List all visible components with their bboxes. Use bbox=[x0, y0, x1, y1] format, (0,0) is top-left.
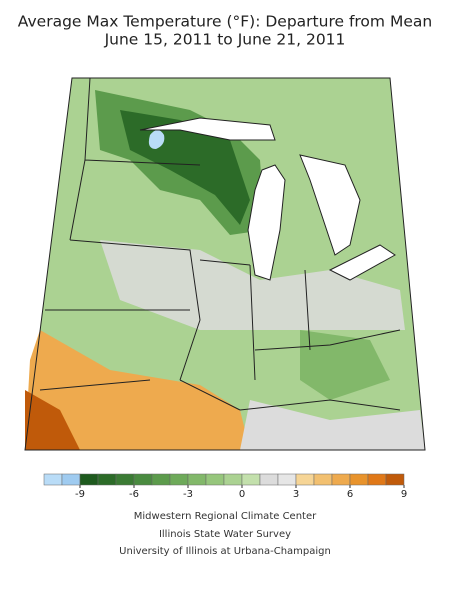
neutral-region bbox=[100, 240, 405, 330]
legend-swatch bbox=[97, 473, 117, 486]
legend-swatch bbox=[169, 473, 189, 486]
legend-swatch bbox=[79, 473, 99, 486]
credit: University of Illinois at Urbana-Champai… bbox=[119, 546, 331, 557]
neutral-region bbox=[240, 400, 425, 450]
legend-tick-label: -6 bbox=[129, 489, 139, 500]
legend-swatch bbox=[61, 473, 81, 486]
legend-swatch bbox=[259, 473, 279, 486]
lake-michigan bbox=[247, 164, 286, 281]
subtitle: June 15, 2011 to June 21, 2011 bbox=[104, 31, 346, 49]
lake-huron bbox=[299, 154, 361, 256]
legend-tick-label: 6 bbox=[347, 489, 353, 500]
lake bbox=[148, 130, 165, 149]
legend-tick-label: 9 bbox=[401, 489, 407, 500]
legend-tick-label: 3 bbox=[293, 489, 299, 500]
legend-swatch bbox=[367, 473, 387, 486]
legend-swatch bbox=[349, 473, 369, 486]
map-frame bbox=[24, 77, 426, 451]
warm-region bbox=[25, 330, 250, 450]
legend-swatch bbox=[205, 473, 225, 486]
legend-swatch bbox=[115, 473, 135, 486]
legend-swatch bbox=[313, 473, 333, 486]
state-borders bbox=[39, 77, 401, 411]
legend-swatch bbox=[151, 473, 171, 486]
legend-swatch bbox=[241, 473, 261, 486]
hot-region bbox=[25, 390, 80, 450]
legend-swatch bbox=[223, 473, 243, 486]
legend-swatch bbox=[43, 473, 63, 486]
credit: Midwestern Regional Climate Center bbox=[134, 511, 317, 522]
legend-swatch bbox=[133, 473, 153, 486]
title: Average Max Temperature (°F): Departure … bbox=[18, 13, 432, 31]
legend: -9 -6 -3 0 3 6 9 bbox=[43, 473, 407, 500]
legend-swatch bbox=[385, 473, 405, 486]
legend-tick-label: 0 bbox=[239, 489, 245, 500]
legend-swatch bbox=[187, 473, 207, 486]
legend-tick-label: -3 bbox=[183, 489, 193, 500]
legend-tick-label: -9 bbox=[75, 489, 85, 500]
lake-erie bbox=[328, 244, 396, 281]
cool-region bbox=[300, 330, 390, 400]
map bbox=[24, 77, 426, 451]
legend-swatch bbox=[277, 473, 297, 486]
credit: Illinois State Water Survey bbox=[159, 529, 291, 540]
legend-swatch bbox=[331, 473, 351, 486]
legend-swatch bbox=[295, 473, 315, 486]
lake-superior bbox=[139, 117, 276, 141]
